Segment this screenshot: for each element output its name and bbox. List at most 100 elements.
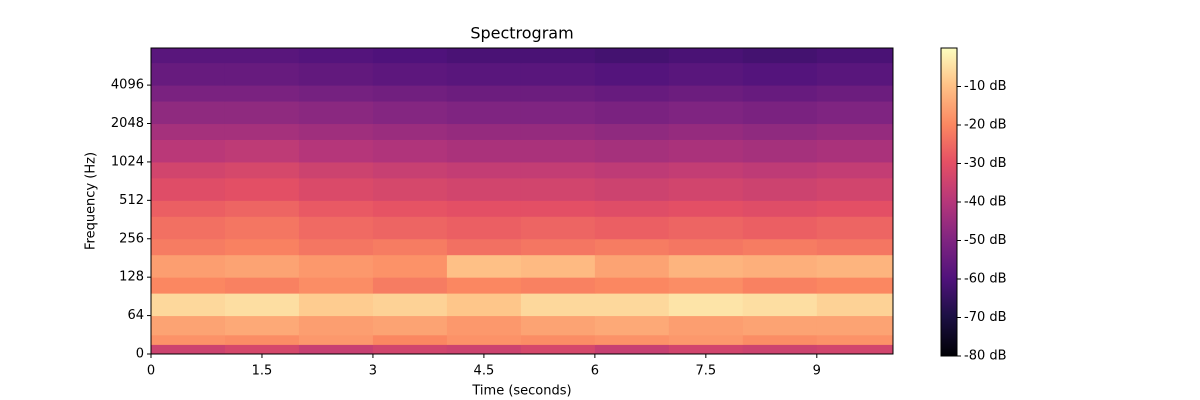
heatmap-cell — [668, 177, 744, 201]
heatmap-cell — [446, 161, 522, 179]
heatmap-cell — [742, 161, 818, 179]
heatmap-cell — [594, 238, 670, 256]
heatmap-cell — [446, 277, 522, 294]
heatmap-cell — [151, 293, 226, 317]
colorbar-tick-label: -60 dB — [964, 272, 1007, 287]
heatmap-cell — [668, 161, 744, 179]
plot-frame — [150, 47, 894, 355]
heatmap-cell — [224, 277, 300, 294]
heatmap-cell — [816, 123, 894, 140]
heatmap-cell — [520, 277, 596, 294]
heatmap-cell — [742, 254, 818, 278]
heatmap-cell — [298, 139, 374, 163]
heatmap-cell — [298, 101, 374, 125]
heatmap — [151, 48, 894, 355]
heatmap-cell — [446, 48, 522, 64]
heatmap-cell — [372, 238, 448, 256]
heatmap-cell — [298, 315, 374, 336]
x-tick-label: 7.5 — [695, 364, 716, 379]
heatmap-cell — [372, 254, 448, 278]
heatmap-cell — [742, 123, 818, 140]
heatmap-cell — [816, 48, 894, 64]
heatmap-cell — [816, 177, 894, 201]
heatmap-cell — [520, 344, 596, 355]
heatmap-cell — [594, 85, 670, 102]
heatmap-cell — [594, 344, 670, 355]
heatmap-cell — [816, 62, 894, 86]
heatmap-cell — [446, 62, 522, 86]
heatmap-cell — [298, 62, 374, 86]
heatmap-cell — [668, 123, 744, 140]
heatmap-cell — [594, 177, 670, 201]
heatmap-cell — [151, 177, 226, 201]
heatmap-cell — [742, 334, 818, 345]
heatmap-cell — [224, 344, 300, 355]
heatmap-cell — [151, 48, 226, 64]
heatmap-cell — [594, 277, 670, 294]
heatmap-cell — [151, 238, 226, 256]
heatmap-cell — [594, 62, 670, 86]
heatmap-cell — [594, 293, 670, 317]
heatmap-cell — [446, 344, 522, 355]
heatmap-cell — [224, 238, 300, 256]
heatmap-cell — [520, 200, 596, 217]
heatmap-cell — [372, 48, 448, 64]
heatmap-cell — [594, 101, 670, 125]
heatmap-cell — [372, 177, 448, 201]
heatmap-cell — [520, 254, 596, 278]
heatmap-cell — [298, 334, 374, 345]
heatmap-cell — [372, 344, 448, 355]
heatmap-cell — [594, 48, 670, 64]
heatmap-cell — [520, 315, 596, 336]
heatmap-cell — [520, 85, 596, 102]
heatmap-cell — [446, 216, 522, 240]
x-axis-label: Time (seconds) — [471, 384, 571, 399]
heatmap-cell — [742, 177, 818, 201]
heatmap-cell — [816, 293, 894, 317]
y-tick-label: 128 — [119, 270, 144, 285]
heatmap-cell — [372, 293, 448, 317]
y-tick-label: 4096 — [111, 78, 144, 93]
heatmap-cell — [298, 48, 374, 64]
heatmap-cell — [151, 161, 226, 179]
heatmap-cell — [372, 315, 448, 336]
heatmap-cell — [668, 85, 744, 102]
heatmap-cell — [520, 139, 596, 163]
heatmap-cell — [594, 139, 670, 163]
y-tick-label: 1024 — [111, 154, 144, 169]
heatmap-cell — [151, 101, 226, 125]
heatmap-cell — [816, 139, 894, 163]
heatmap-cell — [668, 139, 744, 163]
heatmap-cell — [742, 216, 818, 240]
heatmap-cell — [520, 293, 596, 317]
heatmap-cell — [446, 85, 522, 102]
heatmap-cell — [372, 123, 448, 140]
heatmap-cell — [298, 200, 374, 217]
x-tick-label: 3 — [369, 364, 377, 379]
heatmap-cell — [446, 101, 522, 125]
heatmap-cell — [816, 85, 894, 102]
y-tick-label: 64 — [127, 308, 144, 323]
heatmap-cell — [224, 293, 300, 317]
heatmap-cell — [224, 254, 300, 278]
heatmap-cell — [298, 216, 374, 240]
heatmap-cell — [151, 216, 226, 240]
heatmap-cell — [668, 216, 744, 240]
heatmap-cell — [446, 139, 522, 163]
heatmap-cell — [372, 139, 448, 163]
heatmap-cell — [224, 101, 300, 125]
heatmap-cell — [224, 123, 300, 140]
heatmap-cell — [372, 216, 448, 240]
heatmap-cell — [446, 315, 522, 336]
heatmap-cell — [446, 177, 522, 201]
heatmap-cell — [742, 293, 818, 317]
heatmap-cell — [372, 62, 448, 86]
colorbar — [940, 47, 958, 357]
heatmap-cell — [372, 161, 448, 179]
heatmap-cell — [816, 254, 894, 278]
heatmap-cell — [594, 123, 670, 140]
heatmap-cell — [224, 334, 300, 345]
heatmap-cell — [151, 344, 226, 355]
heatmap-cell — [224, 177, 300, 201]
heatmap-cell — [668, 200, 744, 217]
